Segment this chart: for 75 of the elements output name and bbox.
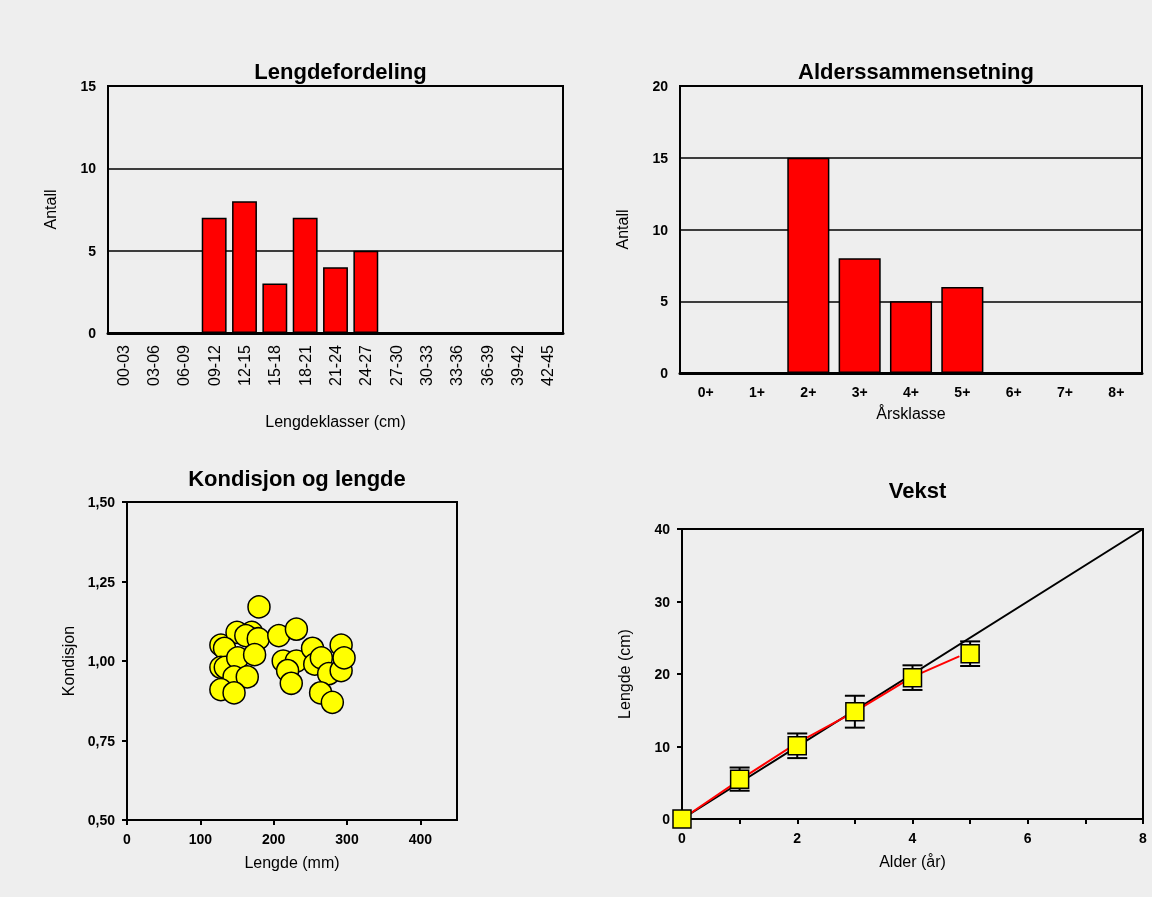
chart-title: Kondisjon og lengde: [188, 465, 406, 491]
x-tick-label: 6: [1023, 830, 1032, 846]
chart-title: Lengdefordeling: [254, 58, 427, 84]
x-tick-label: 21-24: [327, 344, 344, 386]
x-tick-label: 36-39: [478, 344, 496, 386]
x-tick-label: 15-18: [266, 344, 284, 386]
x-tick-label: 0+: [697, 384, 714, 400]
y-tick-label: 0: [662, 811, 671, 827]
x-tick-label: 0: [123, 831, 132, 847]
point: [235, 665, 260, 689]
y-tick-label: 10: [652, 221, 669, 238]
x-tick-label: 30-33: [418, 344, 435, 386]
x-tick-label: 5+: [954, 384, 971, 400]
y-tick-label: 15: [652, 149, 669, 166]
x-axis-title: Alder (år): [879, 852, 946, 870]
y-tick-label: 0: [88, 325, 97, 341]
x-tick-label: 4+: [903, 384, 919, 400]
x-tick-label: 4: [908, 830, 917, 846]
x-tick-label: 06-09: [175, 344, 193, 386]
y-tick-label: 5: [660, 293, 669, 310]
x-tick-label: 09-12: [205, 344, 223, 386]
x-tick-label: 2: [793, 830, 802, 846]
y-tick-label: 10: [80, 160, 97, 177]
x-tick-label: 39-42: [509, 344, 526, 386]
y-tick-label: 30: [654, 593, 671, 610]
point: [267, 623, 291, 648]
y-axis-title: Antall: [41, 189, 59, 230]
x-tick-label: 6+: [1005, 384, 1022, 400]
x-tick-label: 42-45: [539, 344, 557, 386]
y-tick-label: 0,75: [87, 732, 116, 749]
x-tick-label: 7+: [1057, 384, 1073, 400]
y-tick-label: 1,50: [87, 494, 116, 510]
x-tick-label: 200: [261, 831, 286, 847]
x-tick-label: 12-15: [236, 344, 253, 386]
point: [284, 617, 309, 641]
point: [222, 681, 246, 705]
y-tick-label: 0,50: [87, 812, 116, 828]
y-axis-title: Antall: [613, 209, 631, 250]
y-tick-label: 1,25: [87, 573, 116, 590]
y-tick-label: 10: [654, 738, 671, 755]
point: [845, 701, 865, 722]
x-tick-label: 0: [678, 830, 687, 846]
chart-title: Vekst: [888, 477, 947, 503]
y-tick-label: 15: [80, 78, 97, 94]
x-tick-label: 27-30: [387, 344, 405, 386]
point: [279, 671, 304, 695]
x-tick-label: 24-27: [357, 344, 375, 386]
x-tick-label: 2+: [800, 384, 817, 400]
x-tick-label: 18-21: [296, 344, 314, 386]
x-tick-label: 03-06: [145, 344, 162, 386]
y-tick-label: 1,00: [87, 653, 116, 669]
x-tick-label: 1+: [749, 384, 765, 400]
x-tick-label: 300: [335, 831, 359, 847]
y-tick-label: 40: [654, 521, 671, 537]
x-tick-label: 8: [1139, 830, 1148, 846]
point: [332, 646, 356, 670]
x-axis-title: Lengdeklasser (cm): [265, 412, 406, 430]
y-tick-label: 5: [88, 242, 97, 259]
y-tick-label: 20: [654, 666, 671, 682]
y-tick-label: 20: [652, 78, 669, 94]
point: [672, 809, 692, 829]
x-axis-title: Lengde (mm): [244, 853, 340, 871]
point: [320, 690, 345, 715]
chart-title: Alderssammensetning: [798, 58, 1034, 84]
x-tick-label: 33-36: [448, 344, 466, 386]
y-axis-title: Kondisjon: [60, 625, 78, 697]
x-axis-title: Årsklasse: [876, 403, 946, 422]
x-tick-label: 8+: [1108, 384, 1125, 400]
x-tick-label: 00-03: [114, 344, 132, 386]
x-tick-label: 3+: [851, 384, 868, 400]
x-tick-label: 100: [188, 831, 213, 847]
point: [242, 642, 267, 667]
y-axis-title: Lengde (cm): [615, 629, 633, 719]
x-tick-label: 400: [408, 831, 433, 847]
point: [247, 595, 271, 619]
